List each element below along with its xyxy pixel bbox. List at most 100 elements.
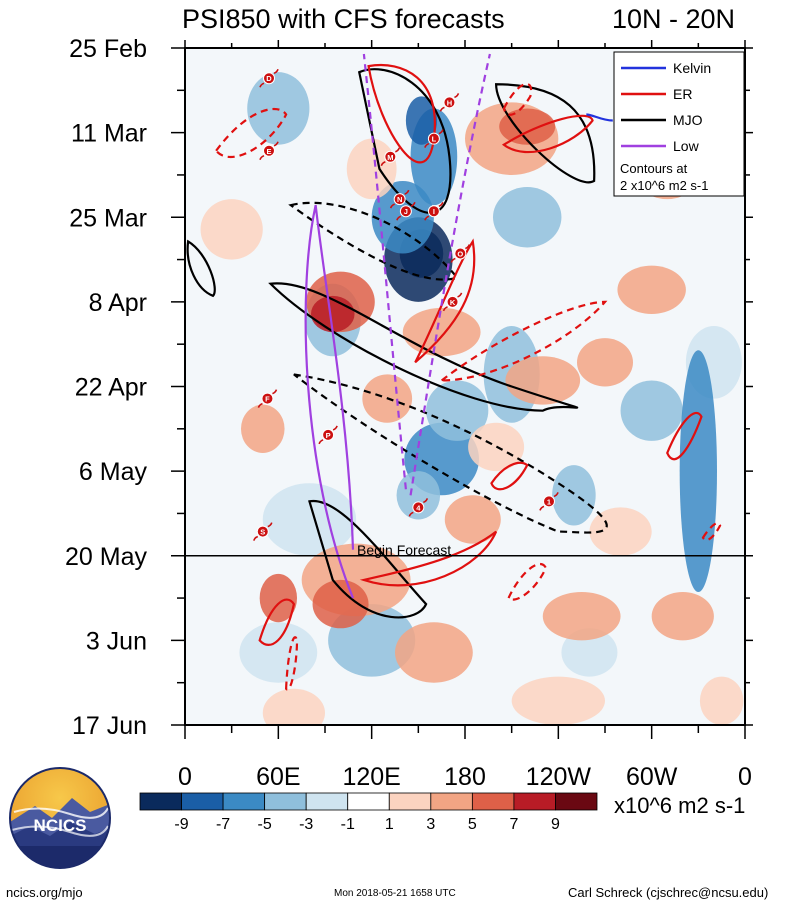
contour-line [268, 282, 579, 412]
y-tick-label: 20 May [65, 543, 147, 571]
contour-line [288, 201, 460, 281]
anomaly-patch [617, 265, 686, 314]
contour-line [362, 53, 407, 490]
contour-line [501, 114, 594, 154]
x-tick-label: 0 [178, 763, 192, 791]
legend-item-kelvin: Kelvin [621, 60, 711, 76]
logo-text: NCICS [34, 816, 87, 835]
colorbar-swatch [264, 792, 307, 811]
storm-letter: N [397, 195, 402, 204]
anomaly-patch [468, 422, 525, 472]
colorbar-label: 9 [551, 816, 560, 833]
colorbar: -9 -7 -5 -3 -1 1 3 5 7 9 [139, 792, 598, 833]
timestamp: Mon 2018-05-21 1658 UTC [334, 888, 456, 899]
colorbar-label: -3 [299, 816, 313, 833]
contour-line [359, 530, 498, 587]
anomaly-patch [493, 187, 562, 248]
colorbar-label: 5 [468, 816, 477, 833]
y-tick-label: 25 Feb [69, 35, 147, 63]
storm-letter: P [326, 431, 331, 440]
y-axis: 25 Feb 11 Mar 25 Mar 8 Apr 22 Apr 6 May 20 May… [65, 35, 753, 740]
y-tick-label: 6 May [79, 458, 148, 486]
storm-letter: 1 [547, 497, 551, 506]
storm-letter: M [387, 153, 393, 162]
contour-line [214, 107, 288, 158]
anomaly-patch [426, 380, 489, 441]
colorbar-swatch [139, 792, 182, 811]
anomaly-patch [395, 622, 473, 683]
svg-text:Low: Low [673, 138, 700, 154]
anomaly-patch [561, 628, 618, 677]
x-tick-label: 180 [444, 763, 486, 791]
colorbar-label: -5 [258, 816, 272, 833]
contour-line [186, 239, 216, 298]
y-tick-label: 11 Mar [71, 120, 147, 148]
contour-note-line2: 2 x10^6 m2 s-1 [620, 178, 708, 193]
colorbar-label: -7 [216, 816, 230, 833]
storm-marker: P [318, 425, 338, 445]
contour-line [304, 204, 355, 599]
anomaly-patch [402, 307, 481, 357]
forecast-start-label: Begin Forecast [357, 542, 451, 558]
svg-text:ER: ER [673, 86, 692, 102]
colorbar-swatch [347, 792, 390, 811]
author-credit: Carl Schreck (cjschrec@ncsu.edu) [568, 885, 769, 900]
anomaly-patch [589, 507, 652, 556]
contour-note-line1: Contours at [620, 161, 688, 176]
site-link[interactable]: ncics.org/mjo [6, 885, 83, 900]
contour-line [414, 238, 476, 364]
colorbar-label: 1 [385, 816, 394, 833]
storm-letter: D [266, 74, 272, 83]
anomaly-patch [262, 688, 325, 725]
storm-marker: K [442, 292, 463, 312]
y-tick-label: 8 Apr [89, 289, 147, 317]
storm-letter: 4 [416, 503, 421, 512]
colorbar-swatch [388, 792, 432, 811]
chart-title: PSI850 with CFS forecasts [182, 4, 505, 34]
anomaly-patch [396, 471, 441, 520]
contour-line [258, 598, 296, 646]
anomaly-patch [241, 404, 285, 453]
colorbar-label: -1 [341, 816, 355, 833]
anomaly-patch [651, 592, 714, 641]
colorbar-swatch [555, 792, 598, 811]
colorbar-swatch [222, 792, 266, 811]
colorbar-units: x10^6 m2 s-1 [614, 793, 745, 818]
contour-line [308, 500, 428, 619]
anomaly-patch [511, 676, 605, 725]
anomaly-patch [239, 622, 318, 683]
storm-letter: I [433, 207, 435, 216]
contour-layer [186, 53, 722, 691]
anomaly-patch [262, 483, 357, 556]
storm-marker: S [253, 522, 273, 541]
x-tick-label: 120E [342, 763, 400, 791]
storm-marker: D [259, 68, 279, 88]
contour-line [357, 68, 452, 214]
contour-line [701, 522, 722, 542]
storm-letter: S [260, 528, 265, 537]
legend: Kelvin ER MJO Low Contours at 2 x10^6 m2 s-… [613, 51, 745, 197]
anomaly-patch [499, 108, 556, 145]
svg-text:MJO: MJO [673, 112, 703, 128]
x-axis: 0 60E 120E 180 120W 60W 0 [178, 40, 752, 791]
anomaly-patch [505, 356, 581, 405]
storm-marker: E [259, 141, 279, 161]
storm-letter: O [457, 250, 463, 259]
storm-marker: I [424, 201, 444, 221]
colorbar-label: 7 [509, 816, 518, 833]
contour-line [438, 300, 608, 382]
contour-line [666, 411, 703, 461]
storm-marker: L [424, 129, 444, 148]
contour-line [507, 562, 548, 601]
colorbar-label: 3 [426, 816, 435, 833]
x-tick-label: 60W [626, 763, 678, 791]
anomaly-patch [312, 579, 369, 629]
storm-marker: O [450, 244, 471, 263]
anomaly-patch [620, 380, 683, 441]
y-tick-label: 17 Jun [72, 712, 147, 740]
anomaly-patch [679, 350, 717, 593]
colorbar-label: -9 [174, 816, 188, 833]
anomaly-patch [552, 465, 596, 526]
colorbar-swatch [181, 792, 224, 811]
